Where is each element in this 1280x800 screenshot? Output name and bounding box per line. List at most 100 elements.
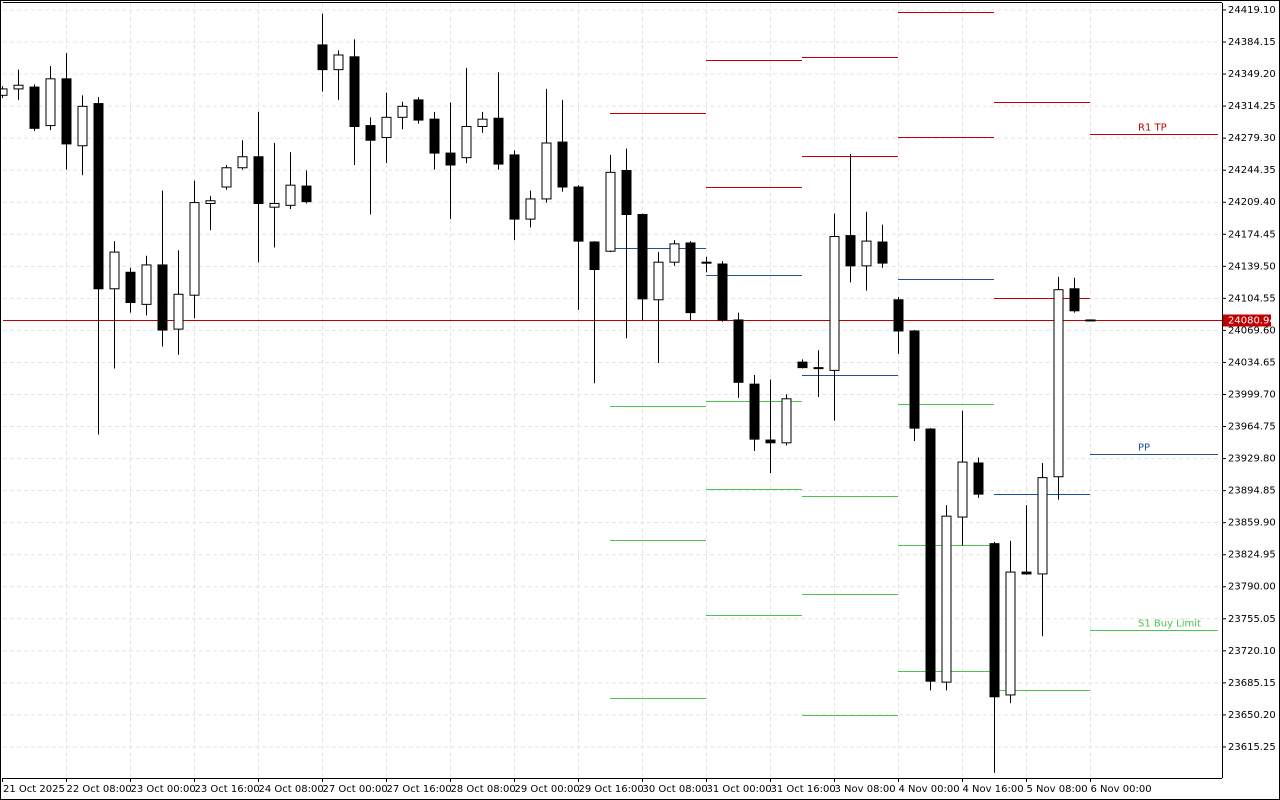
- y-tick-label: 23929.80: [1228, 454, 1276, 465]
- y-tick-label: 24069.60: [1228, 325, 1276, 336]
- candle-body: [445, 152, 456, 166]
- current-price-tag: [1223, 314, 1271, 327]
- y-tick-label: 24349.20: [1228, 69, 1276, 80]
- x-tick-label: 21 Oct 2025: [3, 784, 65, 795]
- y-tick-label: 24314.25: [1228, 101, 1276, 112]
- y-tick-label: 24104.55: [1228, 293, 1276, 304]
- candle-body: [141, 264, 152, 305]
- candle-body: [557, 141, 568, 188]
- candle-body: [733, 319, 744, 383]
- candle-body: [797, 361, 808, 369]
- candle-body: [749, 383, 760, 440]
- y-tick-label: 23650.20: [1228, 710, 1276, 721]
- y-tick-label: 23720.10: [1228, 646, 1276, 657]
- y-tick-label: 23999.70: [1228, 389, 1276, 400]
- y-tick-label: 24384.15: [1228, 37, 1276, 48]
- x-tick-label: 31 Oct 16:00: [771, 784, 836, 795]
- pivot-level-label: R1 TP: [1138, 123, 1167, 134]
- pivot-level-label: S1 Buy Limit: [1138, 619, 1201, 630]
- candle-body: [317, 44, 328, 71]
- candle-body: [685, 242, 696, 314]
- candle-body: [93, 103, 104, 290]
- candle-body: [973, 462, 984, 495]
- candle-body: [109, 251, 120, 290]
- x-tick-label: 3 Nov 08:00: [835, 784, 896, 795]
- candle-body: [0, 88, 8, 96]
- y-tick-label: 24034.65: [1228, 357, 1276, 368]
- y-tick-label: 23685.15: [1228, 678, 1276, 689]
- candle-body: [429, 118, 440, 154]
- candle-body: [1021, 571, 1032, 575]
- candle-body: [29, 86, 40, 129]
- candle-body: [77, 105, 88, 147]
- y-tick-label: 23755.05: [1228, 614, 1276, 625]
- x-tick-label: 22 Oct 08:00: [67, 784, 132, 795]
- candle-body: [925, 428, 936, 682]
- y-tick-label: 24209.40: [1228, 197, 1276, 208]
- candle-body: [189, 202, 200, 296]
- level-layer: R1 TP PP S1 Buy Limit: [3, 12, 1222, 716]
- candle-body: [589, 241, 600, 271]
- candle-body: [397, 105, 408, 118]
- candle-body: [573, 186, 584, 242]
- x-tick-label: 23 Oct 16:00: [195, 784, 260, 795]
- x-tick-label: 5 Nov 08:00: [1027, 784, 1088, 795]
- candle-body: [765, 439, 776, 444]
- pivot-level-label: PP: [1138, 443, 1150, 454]
- candle-body: [285, 184, 296, 206]
- x-tick-label: 28 Oct 08:00: [451, 784, 516, 795]
- candle-layer: [0, 13, 1096, 773]
- y-tick-label: 23859.90: [1228, 518, 1276, 529]
- candle-body: [893, 299, 904, 332]
- candle-body: [493, 117, 504, 165]
- y-tick-label: 23964.75: [1228, 422, 1276, 433]
- candle-body: [1037, 477, 1048, 575]
- candle-body: [301, 185, 312, 203]
- candle-body: [45, 78, 56, 127]
- x-tick-label: 29 Oct 16:00: [579, 784, 644, 795]
- candle-body: [461, 125, 472, 159]
- candle-body: [125, 271, 136, 304]
- candle-body: [349, 56, 360, 127]
- x-tick-label: 24 Oct 08:00: [259, 784, 324, 795]
- candle-body: [941, 515, 952, 683]
- candle-body: [1085, 319, 1096, 322]
- y-tick-label: 24174.45: [1228, 229, 1276, 240]
- x-tick-label: 23 Oct 00:00: [131, 784, 196, 795]
- y-tick-label: 23824.95: [1228, 550, 1276, 561]
- candle-body: [381, 116, 392, 138]
- candle-body: [701, 261, 712, 264]
- y-tick-label: 24419.10: [1228, 5, 1276, 16]
- candle-body: [1005, 571, 1016, 696]
- y-tick-label: 23790.00: [1228, 582, 1276, 593]
- candle-body: [909, 330, 920, 429]
- candle-body: [605, 171, 616, 252]
- candle-body: [669, 243, 680, 263]
- y-tick-label: 24139.50: [1228, 261, 1276, 272]
- candle-body: [845, 235, 856, 267]
- candle-body: [781, 398, 792, 444]
- candle-body: [861, 240, 872, 267]
- y-tick-label: 23894.85: [1228, 486, 1276, 497]
- candle-body: [413, 99, 424, 121]
- candle-body: [1053, 289, 1064, 478]
- current-price-label: 24080.94: [1228, 316, 1276, 327]
- candle-body: [957, 461, 968, 518]
- candle-body: [173, 293, 184, 330]
- x-tick-label: 4 Nov 00:00: [899, 784, 960, 795]
- x-tick-label: 27 Oct 00:00: [323, 784, 388, 795]
- candle-body: [653, 261, 664, 301]
- candle-body: [717, 263, 728, 321]
- candle-body: [157, 264, 168, 331]
- candle-body: [1069, 288, 1080, 312]
- x-tick-label: 30 Oct 08:00: [643, 784, 708, 795]
- candle-body: [61, 78, 72, 145]
- candle-body: [205, 200, 216, 205]
- x-tick-label: 4 Nov 16:00: [963, 784, 1024, 795]
- candle-body: [525, 198, 536, 220]
- candle-body: [541, 142, 552, 200]
- x-tick-label: 27 Oct 16:00: [387, 784, 452, 795]
- candle-body: [877, 241, 888, 264]
